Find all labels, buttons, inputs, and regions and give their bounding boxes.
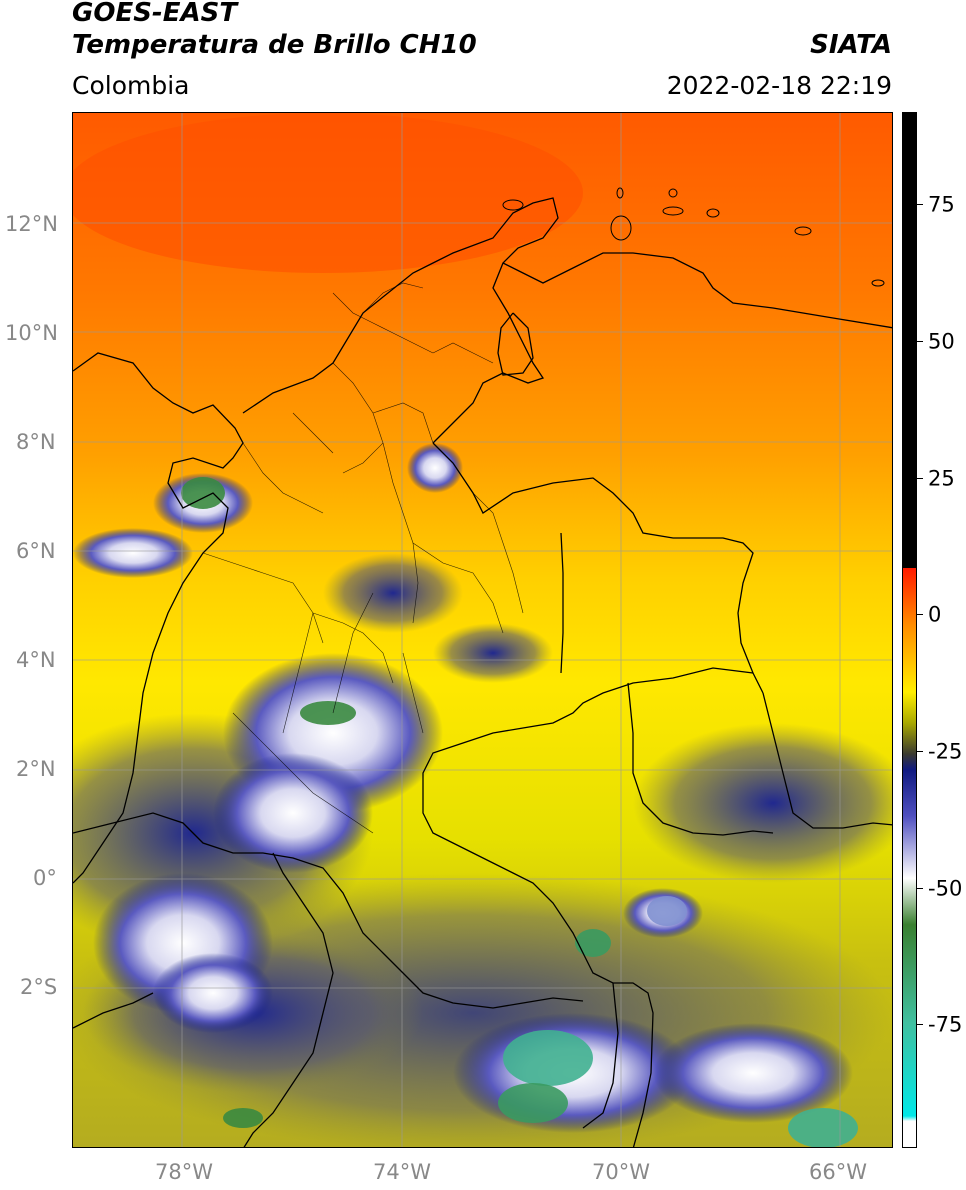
cb-tick xyxy=(917,888,923,889)
lat-label-2s: 2°S xyxy=(20,975,58,999)
lon-label-66w: 66°W xyxy=(809,1160,867,1184)
cb-tick xyxy=(917,341,923,342)
cb-label-minus25: -25 xyxy=(928,739,963,764)
satellite-map xyxy=(72,112,893,1148)
lat-label-12n: 12°N xyxy=(5,212,58,236)
cb-tick xyxy=(917,1024,923,1025)
borders xyxy=(73,197,892,1147)
lat-label-4n: 4°N xyxy=(16,648,56,672)
cb-tick xyxy=(917,751,923,752)
lon-label-78w: 78°W xyxy=(155,1160,213,1184)
lon-label-70w: 70°W xyxy=(592,1160,650,1184)
lat-label-2n: 2°N xyxy=(16,757,56,781)
lat-label-8n: 8°N xyxy=(16,430,56,454)
region-label: Colombia xyxy=(72,71,190,100)
cb-label-minus75: -75 xyxy=(928,1012,963,1037)
source-label: SIATA xyxy=(810,30,892,60)
brightness-field xyxy=(73,113,892,1147)
cb-label-50: 50 xyxy=(928,329,955,354)
cb-tick xyxy=(917,204,923,205)
colorbar xyxy=(902,112,917,1148)
departments xyxy=(202,282,524,834)
timestamp: 2022-02-18 22:19 xyxy=(666,71,892,100)
gridlines xyxy=(73,113,892,1147)
lat-label-0: 0° xyxy=(33,866,57,890)
lat-label-6n: 6°N xyxy=(16,539,56,563)
cb-label-0: 0 xyxy=(928,602,942,627)
lon-label-74w: 74°W xyxy=(373,1160,431,1184)
product-title: GOES-EAST xyxy=(72,0,238,28)
product-subtitle: Temperatura de Brillo CH10 xyxy=(72,30,477,60)
lat-label-10n: 10°N xyxy=(5,321,58,345)
cb-tick xyxy=(917,478,923,479)
cb-label-25: 25 xyxy=(928,466,955,491)
cb-tick xyxy=(917,614,923,615)
cb-label-75: 75 xyxy=(928,192,955,217)
islands xyxy=(502,187,885,287)
cb-label-minus50: -50 xyxy=(928,876,963,901)
